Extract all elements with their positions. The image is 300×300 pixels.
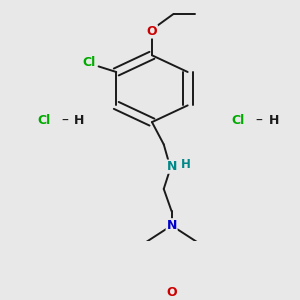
Text: O: O [166,286,177,299]
Text: N: N [167,219,177,232]
Text: –: – [61,113,68,128]
Text: H: H [74,114,85,127]
Text: H: H [268,114,279,127]
Text: N: N [167,219,177,232]
Text: N: N [167,160,177,173]
Text: O: O [147,25,157,38]
Text: H: H [180,158,190,171]
Text: Cl: Cl [38,114,51,127]
Text: –: – [256,113,262,128]
Text: Cl: Cl [232,114,245,127]
Text: Cl: Cl [82,56,95,69]
